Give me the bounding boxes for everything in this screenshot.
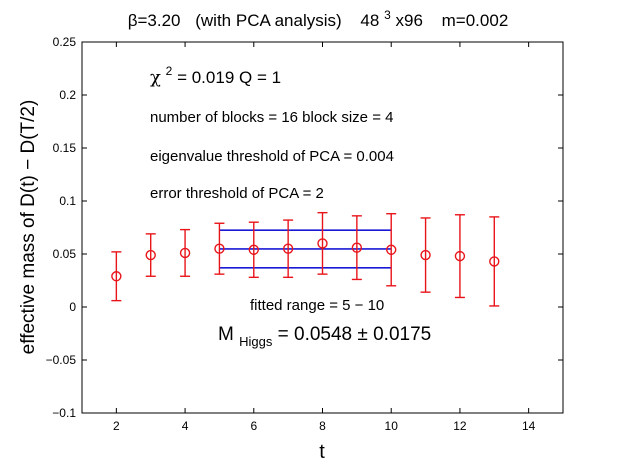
error-annotation: error threshold of PCA = 2 bbox=[150, 185, 324, 202]
y-tick-label: −0.1 bbox=[52, 406, 76, 420]
blocks-annotation: number of blocks = 16 block size = 4 bbox=[150, 109, 393, 126]
y-tick-label: 0.25 bbox=[53, 35, 77, 49]
title-mass: m=0.002 bbox=[442, 11, 509, 30]
mass-subscript: Higgs bbox=[239, 334, 273, 349]
data-point bbox=[248, 221, 259, 279]
data-point bbox=[214, 222, 225, 275]
chart-title: β=3.20 (with PCA analysis) 48 3 x96 m=0.… bbox=[128, 4, 509, 30]
fitted-range-annotation: fitted range = 5 − 10 bbox=[250, 297, 384, 314]
data-point bbox=[420, 217, 431, 293]
y-tick-label: 0.05 bbox=[53, 247, 77, 261]
fit-band bbox=[219, 229, 392, 269]
point-marker bbox=[454, 250, 466, 262]
x-tick-label: 14 bbox=[522, 419, 536, 433]
data-point bbox=[386, 213, 397, 287]
point-marker bbox=[386, 244, 397, 255]
title-lattice-rest: x96 bbox=[395, 11, 422, 30]
point-marker bbox=[282, 243, 294, 254]
x-axis: 2 4 6 8 10 12 14 bbox=[113, 42, 536, 433]
mass-symbol: M bbox=[218, 324, 234, 345]
point-marker bbox=[489, 256, 500, 267]
chi-value: = 0.019 Q = 1 bbox=[177, 68, 281, 87]
chi-symbol: χ bbox=[150, 67, 161, 88]
point-marker bbox=[145, 249, 156, 261]
point-marker bbox=[179, 247, 191, 259]
data-series bbox=[111, 211, 500, 307]
data-point bbox=[317, 211, 328, 275]
title-lattice-base: 48 bbox=[360, 11, 379, 30]
title-beta: β=3.20 bbox=[128, 11, 181, 30]
y-tick-label: 0.15 bbox=[53, 141, 77, 155]
y-tick-label: 0.1 bbox=[59, 194, 76, 208]
y-tick-label: −0.05 bbox=[46, 353, 77, 367]
title-analysis: (with PCA analysis) bbox=[195, 11, 341, 30]
data-point bbox=[454, 214, 466, 299]
data-point bbox=[179, 228, 191, 277]
x-tick-label: 4 bbox=[182, 419, 189, 433]
data-point bbox=[282, 219, 294, 279]
mass-annotation: M Higgs = 0.0548 ± 0.0175 bbox=[218, 324, 431, 351]
point-marker bbox=[317, 238, 328, 249]
data-point bbox=[145, 233, 156, 277]
x-tick-label: 6 bbox=[250, 419, 257, 433]
point-marker bbox=[248, 244, 259, 255]
y-tick-label: 0 bbox=[69, 300, 76, 314]
data-point bbox=[111, 251, 122, 302]
point-marker bbox=[111, 271, 122, 282]
chi-exponent: 2 bbox=[166, 64, 173, 78]
x-tick-label: 8 bbox=[319, 419, 326, 433]
point-marker bbox=[214, 243, 225, 254]
title-lattice-exp: 3 bbox=[384, 8, 391, 22]
x-tick-label: 12 bbox=[453, 419, 467, 433]
mass-value: = 0.0548 ± 0.0175 bbox=[278, 324, 432, 345]
y-axis: −0.1 −0.05 0 0.05 0.1 0.15 0.2 0.25 bbox=[46, 35, 563, 420]
x-tick-label: 2 bbox=[113, 419, 120, 433]
data-point bbox=[489, 216, 500, 307]
eigen-annotation: eigenvalue threshold of PCA = 0.004 bbox=[150, 148, 394, 165]
point-marker bbox=[351, 242, 363, 253]
y-axis-label: effective mass of D(t) − D(T/2) bbox=[18, 100, 39, 355]
x-tick-label: 10 bbox=[385, 419, 399, 433]
chi-squared-annotation: χ 2 = 0.019 Q = 1 bbox=[150, 60, 281, 88]
x-axis-label: t bbox=[319, 441, 325, 463]
y-tick-label: 0.2 bbox=[59, 88, 76, 102]
point-marker bbox=[420, 249, 431, 261]
data-point bbox=[351, 215, 363, 281]
